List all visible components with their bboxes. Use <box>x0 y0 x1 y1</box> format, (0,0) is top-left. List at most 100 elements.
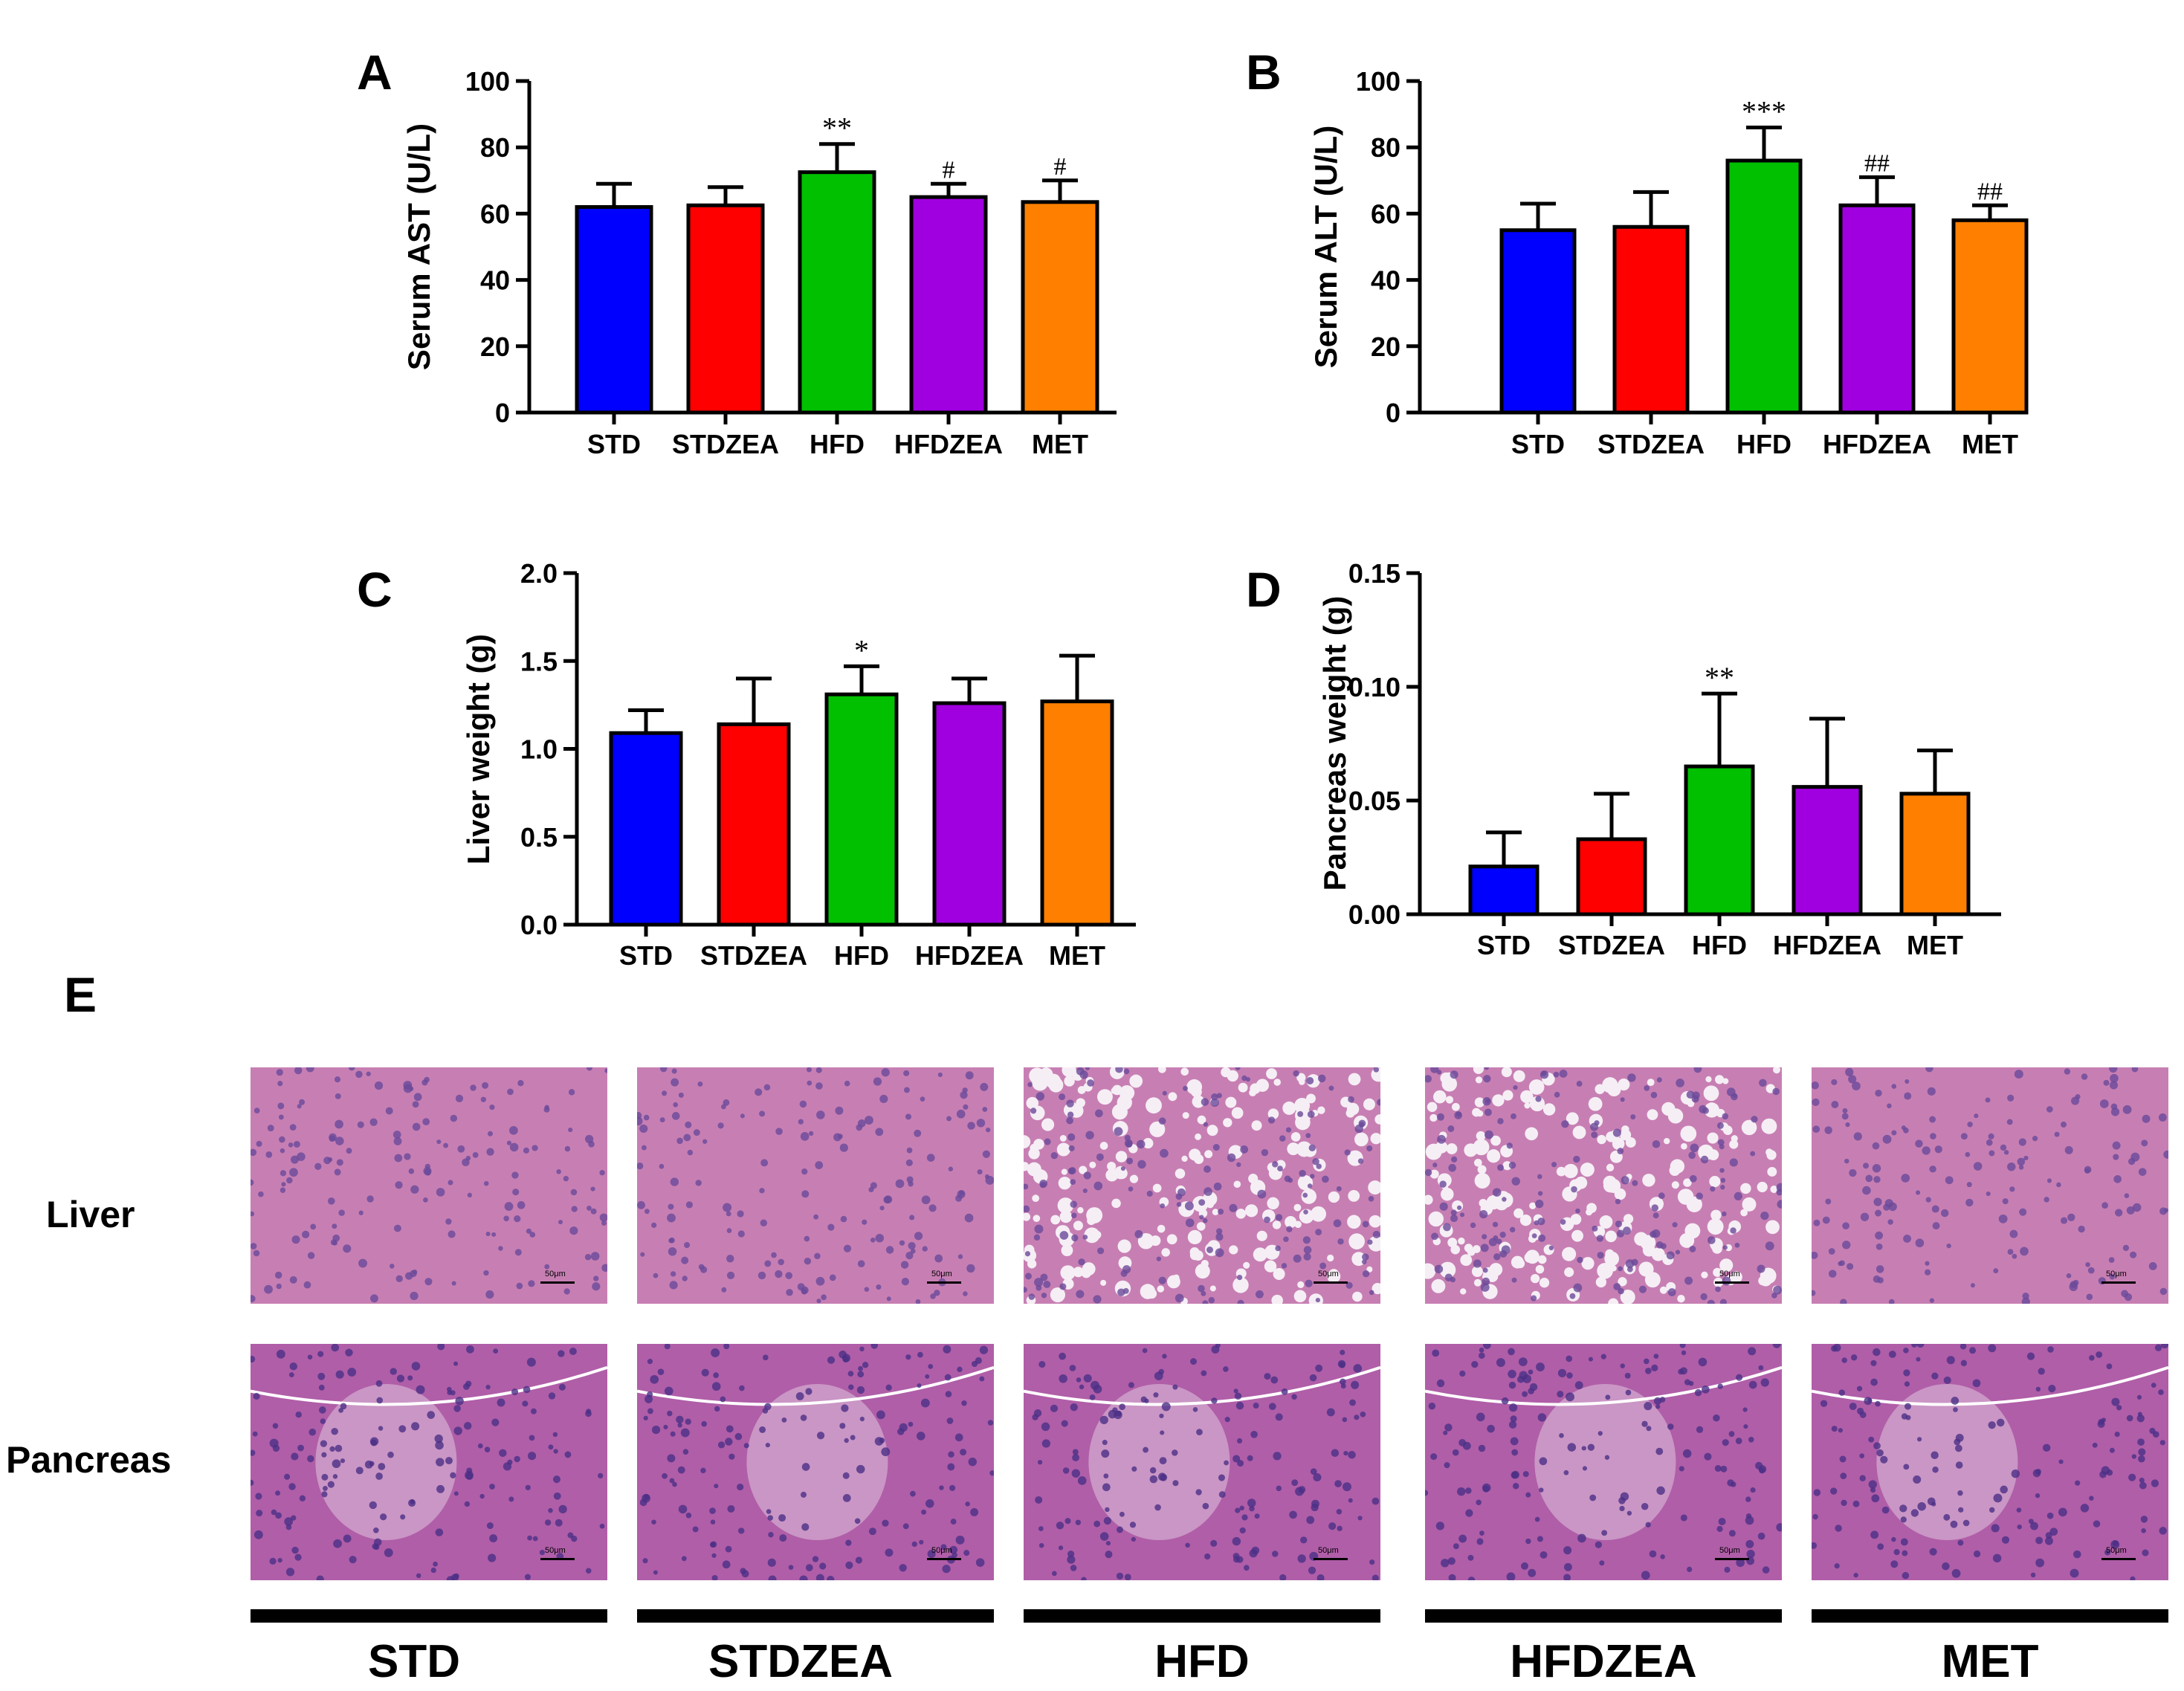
y-tick-label: 0.15 <box>1348 558 1400 589</box>
panel-e-label: E <box>64 967 97 1022</box>
x-tick-label: HFD <box>810 429 865 459</box>
micrograph-pancreas-hfd: 50μm <box>1024 1344 1380 1580</box>
bar-stdzea <box>686 203 765 415</box>
group-label-stdzea: STDZEA <box>708 1636 893 1687</box>
tissue-texture <box>1812 1344 2168 1580</box>
micrograph-liver-met: 50μm <box>1812 1067 2168 1304</box>
scale-bar-label: 50μm <box>545 1546 566 1555</box>
tissue-texture <box>1024 1067 1380 1304</box>
chart-panel-d: D 0.00 0.05 0.10 0.15 Pancreas weight (g) STD S… <box>1246 558 2001 960</box>
y-tick-label: 0 <box>1386 398 1400 428</box>
micrograph-liver-hfdzea: 50μm <box>1425 1067 1782 1304</box>
x-tick-label: HFDZEA <box>1823 429 1931 459</box>
micrograph-pancreas-stdzea: 50μm <box>637 1344 994 1580</box>
scale-bar <box>540 1558 575 1560</box>
scale-bar <box>1314 1558 1348 1560</box>
group-label-hfd: HFD <box>1154 1636 1250 1687</box>
micrograph-pancreas-hfdzea: 50μm <box>1425 1344 1782 1580</box>
y-tick-label: 40 <box>1371 265 1400 296</box>
row-label-pancreas: Pancreas <box>6 1439 172 1481</box>
tissue-texture <box>251 1067 607 1303</box>
significance-marker: # <box>1054 153 1067 181</box>
scale-bar <box>1715 1281 1749 1284</box>
y-tick-label: 1.5 <box>520 646 558 676</box>
scale-bar-label: 50μm <box>2106 1546 2127 1555</box>
bar-hfdzea <box>909 195 988 415</box>
bar-hfd <box>824 692 899 927</box>
scale-bar-label: 50μm <box>545 1270 566 1278</box>
x-tick-label: HFD <box>1692 930 1747 960</box>
y-axis-label: Pancreas weight (g) <box>1317 596 1352 891</box>
significance-marker: ## <box>1864 149 1890 177</box>
x-tick-label: STD <box>1477 930 1531 960</box>
scale-bar <box>1715 1558 1749 1560</box>
x-tick-label: STDZEA <box>1597 429 1705 459</box>
micrograph-liver-std: 50μm <box>251 1067 607 1304</box>
y-tick-label: 80 <box>1371 132 1400 163</box>
scale-bar-label: 50μm <box>931 1546 952 1555</box>
y-tick-label: 100 <box>465 66 510 97</box>
bar-std <box>575 204 653 415</box>
x-tick-label: STD <box>1511 429 1565 459</box>
x-tick-label: MET <box>1907 930 1963 960</box>
scale-bar-label: 50μm <box>1318 1270 1339 1278</box>
scale-bar <box>927 1281 961 1284</box>
panel-label-a: A <box>357 45 392 100</box>
scale-bar-label: 50μm <box>931 1270 952 1278</box>
x-tick-label: HFDZEA <box>1773 930 1881 960</box>
panel-label-c: C <box>357 562 392 617</box>
y-tick-label: 0.00 <box>1348 899 1400 930</box>
bar-std <box>609 731 683 927</box>
bar-met <box>1021 200 1099 415</box>
chart-panel-a: A 0 20 40 60 80 100 Serum AST (U/L) STD STDZEA HFD… <box>357 45 1117 459</box>
y-tick-label: 2.0 <box>520 558 558 589</box>
scale-bar <box>927 1558 961 1560</box>
y-tick-label: 20 <box>1371 332 1400 362</box>
micrograph-liver-stdzea: 50μm <box>637 1067 994 1304</box>
x-tick-label: STDZEA <box>700 940 807 971</box>
y-tick-label: 0.10 <box>1348 672 1400 702</box>
x-tick-label: STD <box>619 940 673 971</box>
y-tick-label: 0.5 <box>520 822 558 853</box>
significance-marker: ## <box>1977 178 2003 205</box>
row-label-liver: Liver <box>46 1194 135 1235</box>
bar-met <box>1951 218 2029 415</box>
x-tick-label: HFD <box>834 940 889 971</box>
scale-bar <box>2101 1558 2136 1560</box>
bar-stdzea <box>717 722 791 927</box>
significance-marker: *** <box>1742 94 1786 128</box>
x-tick-label: STD <box>587 429 641 459</box>
chart-panel-c: C 0.0 0.5 1.0 1.5 2.0 Liver weight (g) STD STDZE… <box>357 558 1136 971</box>
y-axis-label: Serum AST (U/L) <box>401 123 436 370</box>
scale-bar <box>1314 1281 1348 1284</box>
bar-hfdzea <box>1792 785 1863 916</box>
tissue-texture <box>251 1344 607 1580</box>
significance-marker: * <box>854 633 869 667</box>
x-tick-label: STDZEA <box>672 429 779 459</box>
group-bar-hfd <box>1024 1609 1380 1623</box>
bar-hfd <box>1684 764 1755 916</box>
scale-bar <box>540 1281 575 1284</box>
tissue-texture <box>1024 1344 1380 1580</box>
scale-bar-label: 50μm <box>1318 1546 1339 1555</box>
micrograph-liver-hfd: 50μm <box>1024 1067 1380 1304</box>
significance-marker: # <box>943 156 955 184</box>
group-bar-hfdzea <box>1425 1609 1782 1623</box>
bar-std <box>1468 864 1540 916</box>
tissue-texture <box>1425 1344 1782 1580</box>
y-axis-label: Serum ALT (U/L) <box>1308 126 1343 369</box>
bar-charts: A 0 20 40 60 80 100 Serum AST (U/L) STD STDZEA HFD… <box>357 45 2029 971</box>
y-tick-label: 100 <box>1356 66 1400 97</box>
bar-hfdzea <box>1838 203 1916 415</box>
tissue-texture <box>637 1067 994 1304</box>
y-tick-label: 1.0 <box>520 734 558 765</box>
panel-label-d: D <box>1246 562 1282 617</box>
y-tick-label: 60 <box>1371 198 1400 229</box>
bar-hfdzea <box>932 701 1007 927</box>
bar-met <box>1899 792 1971 916</box>
y-axis-label: Liver weight (g) <box>461 634 496 864</box>
y-tick-label: 20 <box>480 332 510 362</box>
group-label-std: STD <box>368 1636 460 1687</box>
y-tick-label: 60 <box>480 198 510 229</box>
group-label-met: MET <box>1941 1636 2039 1687</box>
